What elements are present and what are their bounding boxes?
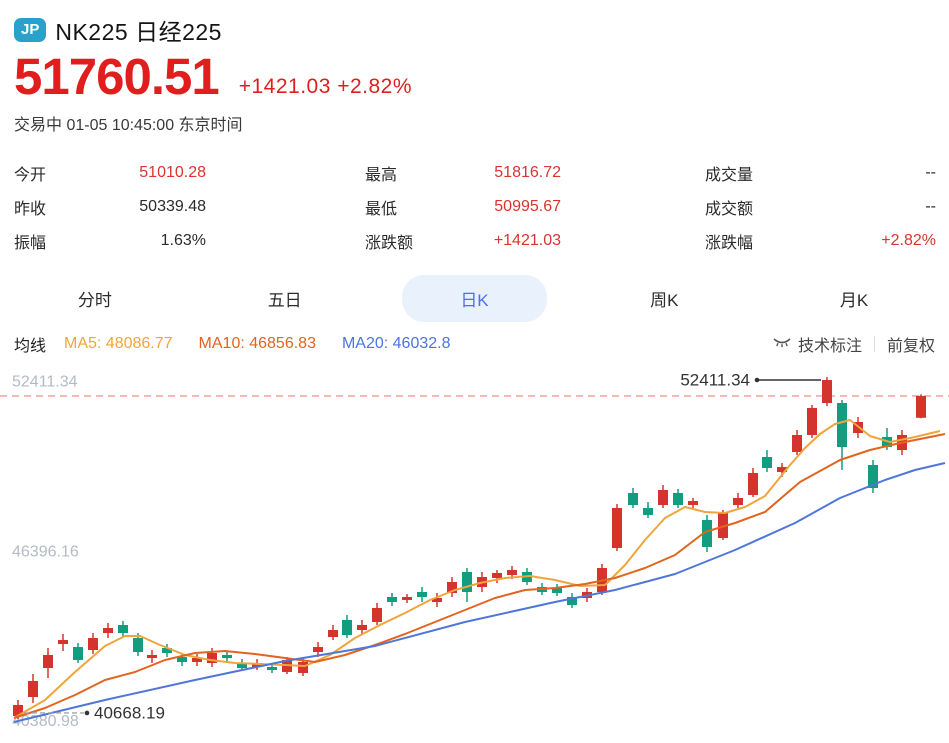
stat-prev-close: 昨收 50339.48 — [14, 190, 206, 224]
svg-text:52411.34: 52411.34 — [12, 374, 78, 391]
stat-high: 最高 51816.72 — [365, 156, 561, 190]
svg-text:40668.19: 40668.19 — [94, 703, 165, 722]
tab-label: 月K — [839, 290, 869, 310]
stat-low: 最低 50995.67 — [365, 190, 561, 224]
last-price: 51760.51 — [14, 48, 220, 106]
price-change: +1421.03 +2.82% — [238, 75, 413, 98]
tab-daily-k[interactable]: 日K — [380, 274, 570, 322]
stat-value: 51010.28 — [139, 164, 206, 181]
stat-label: 最高 — [365, 167, 398, 184]
stat-value: 50995.67 — [494, 198, 561, 215]
tab-monthly-k[interactable]: 月K — [759, 276, 949, 320]
ma-group-label: 均线 — [14, 338, 47, 355]
stat-value: +1421.03 — [493, 232, 561, 249]
trading-status: 交易中 01-05 10:45:00 东京时间 — [14, 117, 243, 134]
stat-label: 涨跌额 — [365, 235, 414, 252]
tab-5day[interactable]: 五日 — [190, 276, 380, 320]
stat-value: -- — [925, 198, 936, 215]
stat-label: 成交量 — [705, 167, 754, 184]
stat-change-percent: 涨跌幅 +2.82% — [705, 224, 936, 258]
ma20-value: MA20: 46032.8 — [341, 335, 451, 352]
stat-value: 50339.48 — [139, 198, 206, 215]
stat-open: 今开 51010.28 — [14, 156, 206, 190]
stat-label: 昨收 — [14, 201, 47, 218]
stats-column-2: 最高 51816.72 最低 50995.67 涨跌额 +1421.03 — [365, 156, 561, 258]
closed-eye-icon — [772, 335, 792, 354]
chart-canvas[interactable]: 52411.34 46396.16 40380.98 52411.34 40668.19 — [0, 360, 949, 738]
tab-label: 日K — [402, 274, 547, 322]
stat-label: 成交额 — [705, 201, 754, 218]
stat-label: 振幅 — [14, 235, 47, 252]
tab-minute[interactable]: 分时 — [0, 276, 190, 320]
candlestick-chart[interactable]: 52411.34 46396.16 40380.98 52411.34 40668.19 — [0, 360, 949, 738]
stat-label: 今开 — [14, 167, 47, 184]
stat-value: +2.82% — [881, 232, 936, 249]
quote-header: JP NK225 日经225 51760.51 +1421.03 +2.82% … — [14, 0, 935, 135]
tech-annotation-label: 技术标注 — [797, 338, 862, 355]
page-title: NK225 日经225 — [55, 19, 222, 45]
stat-value: -- — [925, 164, 936, 181]
svg-text:40380.98: 40380.98 — [12, 713, 79, 730]
ma10-value: MA10: 46856.83 — [198, 335, 316, 352]
stats-column-1: 今开 51010.28 昨收 50339.48 振幅 1.63% — [14, 156, 206, 258]
stat-turnover: 成交额 -- — [705, 190, 936, 224]
chart-tools: 技术标注 前复权 — [772, 332, 935, 356]
stat-amplitude: 振幅 1.63% — [14, 224, 206, 258]
stats-column-3: 成交量 -- 成交额 -- 涨跌幅 +2.82% — [705, 156, 936, 258]
svg-text:52411.34: 52411.34 — [680, 371, 750, 390]
tech-annotation-button[interactable]: 技术标注 — [772, 332, 862, 356]
tab-label: 分时 — [77, 290, 112, 310]
stat-label: 涨跌幅 — [705, 235, 754, 252]
adjust-mode-button[interactable]: 前复权 — [887, 332, 935, 356]
svg-text:46396.16: 46396.16 — [12, 544, 79, 561]
price-row: 51760.51 +1421.03 +2.82% — [14, 50, 935, 102]
stat-change-amount: 涨跌额 +1421.03 — [365, 224, 561, 258]
stat-label: 最低 — [365, 201, 398, 218]
divider — [873, 336, 875, 352]
stat-value: 1.63% — [160, 232, 206, 249]
adjust-mode-label: 前复权 — [886, 338, 935, 355]
tab-label: 五日 — [267, 290, 302, 310]
indicator-row: 均线 MA5: 48086.77 MA10: 46856.83 MA20: 46… — [14, 330, 935, 358]
market-badge-jp: JP — [14, 18, 47, 42]
stat-volume: 成交量 -- — [705, 156, 936, 190]
title-row: JP NK225 日经225 — [14, 15, 935, 45]
ma5-value: MA5: 48086.77 — [64, 335, 173, 352]
tab-weekly-k[interactable]: 周K — [569, 276, 759, 320]
tab-label: 周K — [650, 290, 679, 310]
stat-value: 51816.72 — [494, 164, 561, 181]
period-tabbar: 分时 五日 日K 周K 月K — [0, 274, 949, 322]
